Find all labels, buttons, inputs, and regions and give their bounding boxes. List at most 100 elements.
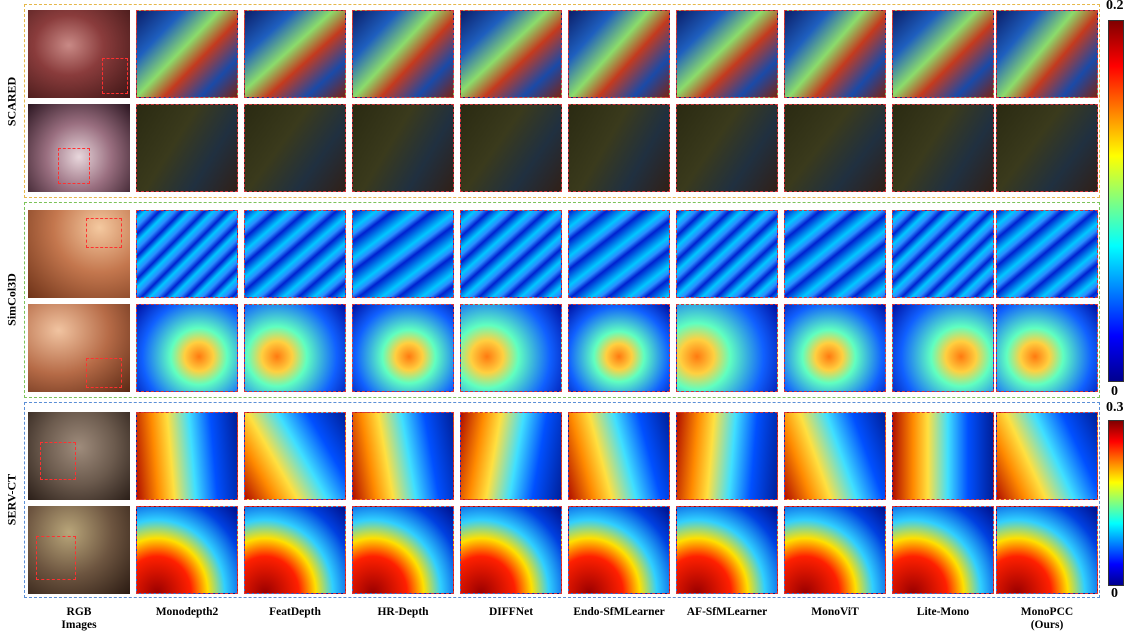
error-map-tile <box>352 104 454 192</box>
error-map-tile <box>136 10 238 98</box>
column-label: FeatDepth <box>240 606 350 619</box>
error-map-tile <box>784 412 886 500</box>
error-map-tile <box>352 412 454 500</box>
error-map-tile <box>996 104 1098 192</box>
column-label: MonoViT <box>780 606 890 619</box>
error-map-tile <box>136 210 238 298</box>
roi-box <box>40 442 76 480</box>
error-map-tile <box>996 506 1098 594</box>
error-map-tile <box>996 304 1098 392</box>
colorbar-bottom <box>1108 420 1124 586</box>
error-map-tile <box>244 506 346 594</box>
column-label: RGB Images <box>24 606 134 632</box>
error-map-tile <box>244 304 346 392</box>
error-map-tile <box>460 304 562 392</box>
error-map-tile <box>996 210 1098 298</box>
column-label-line1: AF-SfMLearner <box>686 606 768 618</box>
column-label-line1: HR-Depth <box>377 606 429 618</box>
error-map-tile <box>892 412 994 500</box>
error-map-tile <box>460 104 562 192</box>
column-label-line1: Endo-SfMLearner <box>573 606 665 618</box>
column-label-line1: MonoViT <box>811 606 859 618</box>
colorbar-bottom-max: 0.3 <box>1106 400 1124 415</box>
error-map-tile <box>996 412 1098 500</box>
group-label-scared: SCARED <box>4 76 19 127</box>
error-map-tile <box>676 304 778 392</box>
error-map-tile <box>568 412 670 500</box>
colorbar-top-max: 0.2 <box>1106 0 1124 13</box>
rgb-image <box>28 10 130 98</box>
error-map-tile <box>892 210 994 298</box>
rgb-image <box>28 104 130 192</box>
error-map-tile <box>892 506 994 594</box>
roi-box <box>58 148 90 184</box>
column-label-line1: Monodepth2 <box>155 606 219 618</box>
column-label: Lite-Mono <box>888 606 998 619</box>
error-map-tile <box>136 304 238 392</box>
column-label: AF-SfMLearner <box>672 606 782 619</box>
column-label: MonoPCC (Ours) <box>992 606 1102 632</box>
error-map-tile <box>136 412 238 500</box>
error-map-tile <box>676 210 778 298</box>
error-map-tile <box>244 104 346 192</box>
column-label: DIFFNet <box>456 606 566 619</box>
error-map-tile <box>352 10 454 98</box>
error-map-tile <box>244 10 346 98</box>
error-map-tile <box>676 104 778 192</box>
error-map-tile <box>892 10 994 98</box>
error-map-tile <box>568 304 670 392</box>
group-label-servct: SERV-CT <box>4 473 19 526</box>
error-map-tile <box>352 210 454 298</box>
rgb-image <box>28 304 130 392</box>
error-map-tile <box>892 304 994 392</box>
colorbar-top-min: 0 <box>1111 384 1118 399</box>
error-map-tile <box>136 506 238 594</box>
column-label-line2: Images <box>61 619 97 631</box>
error-map-tile <box>460 412 562 500</box>
rgb-image <box>28 412 130 500</box>
roi-box <box>102 58 128 94</box>
error-map-tile <box>784 210 886 298</box>
group-label-simcol3d: SimCol3D <box>4 273 19 326</box>
error-map-tile <box>352 304 454 392</box>
column-label: HR-Depth <box>348 606 458 619</box>
colorbar-bottom-min: 0 <box>1111 586 1118 601</box>
group-frame-scared <box>24 4 1100 198</box>
error-map-tile <box>784 506 886 594</box>
colorbar-top <box>1108 20 1124 382</box>
group-frame-simcol3d <box>24 202 1100 398</box>
error-map-tile <box>136 104 238 192</box>
column-label-line1: MonoPCC <box>1020 606 1074 618</box>
error-map-tile <box>676 506 778 594</box>
error-map-tile <box>784 10 886 98</box>
column-label-line1: DIFFNet <box>488 606 534 618</box>
error-map-tile <box>352 506 454 594</box>
column-label-line1: Lite-Mono <box>916 606 970 618</box>
roi-box <box>36 536 76 580</box>
rgb-image <box>28 210 130 298</box>
column-label-line1: RGB <box>66 606 92 618</box>
column-label-line1: FeatDepth <box>269 606 321 618</box>
column-label: Endo-SfMLearner <box>564 606 674 619</box>
error-map-tile <box>460 210 562 298</box>
error-map-tile <box>460 506 562 594</box>
roi-box <box>86 218 122 248</box>
error-map-tile <box>784 304 886 392</box>
error-map-tile <box>676 10 778 98</box>
error-map-tile <box>676 412 778 500</box>
column-label: Monodepth2 <box>132 606 242 619</box>
roi-box <box>86 358 122 388</box>
error-map-tile <box>568 10 670 98</box>
column-label-line2: (Ours) <box>1030 619 1064 631</box>
error-map-tile <box>784 104 886 192</box>
rgb-image <box>28 506 130 594</box>
error-map-tile <box>244 210 346 298</box>
error-map-tile <box>568 210 670 298</box>
error-map-tile <box>568 506 670 594</box>
error-map-tile <box>460 10 562 98</box>
error-map-tile <box>892 104 994 192</box>
error-map-tile <box>568 104 670 192</box>
error-map-tile <box>996 10 1098 98</box>
group-frame-servct <box>24 402 1100 598</box>
error-map-tile <box>244 412 346 500</box>
